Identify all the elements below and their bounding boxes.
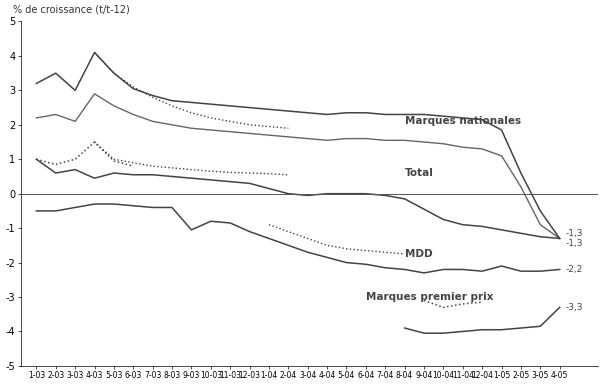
Text: Marques premier prix: Marques premier prix — [366, 292, 493, 302]
Text: -1,3: -1,3 — [565, 239, 583, 248]
Text: Total: Total — [405, 168, 434, 178]
Text: MDD: MDD — [405, 249, 432, 259]
Text: % de croissance (t/t-12): % de croissance (t/t-12) — [13, 5, 130, 15]
Text: -1,3: -1,3 — [565, 229, 583, 238]
Text: -2,2: -2,2 — [565, 265, 583, 274]
Text: Marques nationales: Marques nationales — [405, 116, 521, 126]
Text: -3,3: -3,3 — [565, 303, 583, 312]
